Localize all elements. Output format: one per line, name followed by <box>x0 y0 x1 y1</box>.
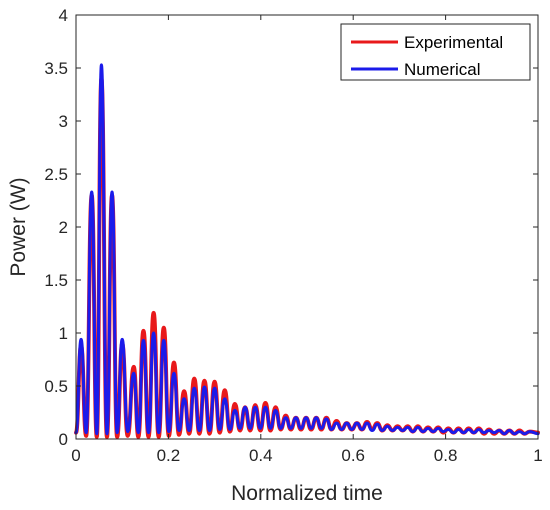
y-tick-label: 1 <box>59 324 68 343</box>
y-tick-label: 2.5 <box>44 165 68 184</box>
x-tick-label: 0.4 <box>249 446 273 465</box>
y-tick-label: 2 <box>59 218 68 237</box>
y-tick-label: 0.5 <box>44 377 68 396</box>
y-tick-label: 1.5 <box>44 271 68 290</box>
legend: Experimental Numerical <box>340 23 531 81</box>
y-tick-label: 3 <box>59 112 68 131</box>
x-tick-label: 1 <box>533 446 542 465</box>
x-axis-title: Normalized time <box>231 482 383 505</box>
x-tick-label: 0.6 <box>341 446 365 465</box>
legend-label-experimental: Experimental <box>404 33 503 52</box>
legend-box <box>340 23 531 81</box>
x-tick-label: 0 <box>71 446 80 465</box>
series-line-numerical <box>74 63 540 436</box>
y-tick-label: 4 <box>59 6 68 25</box>
axes-layer <box>75 14 539 440</box>
y-axis-title: Power (W) <box>7 177 30 276</box>
tick-label-layer: 0 0.2 0.4 0.6 0.8 1 0 0.5 1 1.5 2 2.5 3 3.5 4 <box>44 6 542 465</box>
y-tick-label: 0 <box>59 430 68 449</box>
y-tick-label: 3.5 <box>44 59 68 78</box>
x-tick-label: 0.8 <box>434 446 458 465</box>
legend-label-numerical: Numerical <box>404 60 481 79</box>
series-layer <box>74 63 540 439</box>
x-tick-label: 0.2 <box>157 446 181 465</box>
